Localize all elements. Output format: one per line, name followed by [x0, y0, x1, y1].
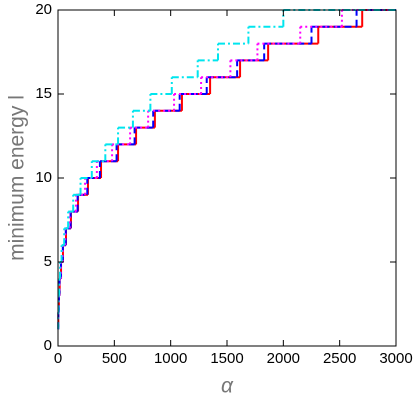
x-tick-label: 1000	[154, 350, 187, 367]
x-tick-label: 2500	[323, 350, 356, 367]
x-tick-label: 0	[54, 350, 62, 367]
y-tick-label: 15	[35, 85, 52, 102]
y-tick-label: 10	[35, 169, 52, 186]
x-tick-label: 1500	[210, 350, 243, 367]
plot-frame	[57, 9, 397, 347]
x-tick-label: 500	[102, 350, 127, 367]
y-tick-label: 20	[35, 1, 52, 18]
y-axis-label: minimum energy l	[6, 95, 29, 261]
y-tick-label: 0	[44, 337, 52, 354]
x-tick-label: 3000	[379, 350, 412, 367]
y-tick-label: 5	[44, 253, 52, 270]
x-axis-label: α	[221, 375, 234, 398]
x-tick-label: 2000	[267, 350, 300, 367]
